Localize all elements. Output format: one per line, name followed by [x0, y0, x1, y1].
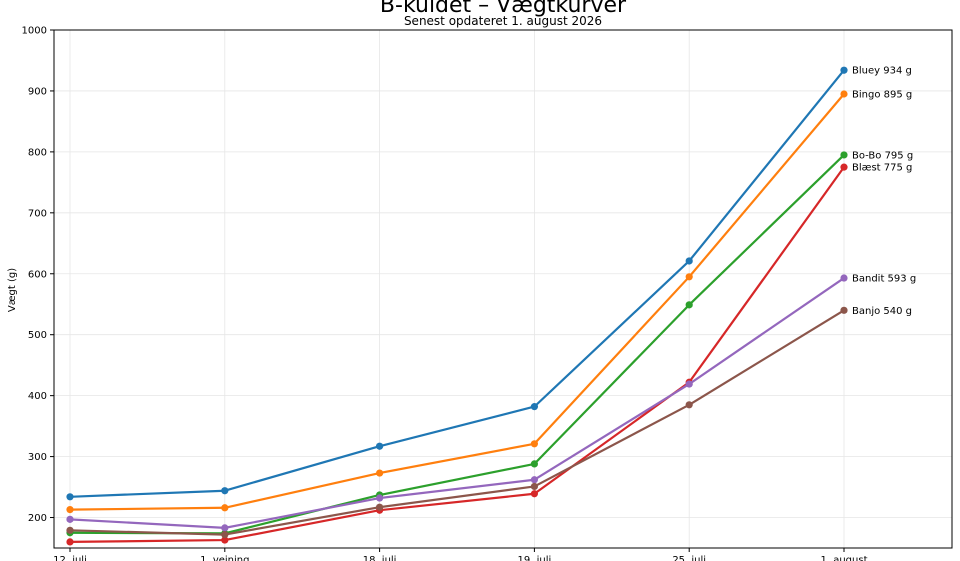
x-tick-label: 18. juli	[363, 555, 397, 561]
y-tick-label: 700	[28, 208, 47, 219]
data-point-banjo	[840, 306, 848, 314]
data-point-bandit	[685, 380, 693, 388]
data-point-bingo	[376, 469, 384, 477]
y-tick-label: 400	[28, 391, 47, 402]
chart-subtitle: Senest opdateret 1. august 2026	[404, 14, 602, 28]
data-point-banjo	[530, 482, 539, 491]
series-line-bluey	[69, 69, 845, 498]
data-point-bluey	[530, 403, 539, 411]
y-tick-label: 900	[28, 86, 47, 97]
data-point-bo-bo	[685, 301, 693, 309]
y-tick-label: 500	[28, 330, 47, 341]
y-tick-label: 300	[28, 452, 47, 463]
series-line-banjo	[69, 309, 845, 536]
data-point-bingo	[685, 273, 693, 281]
y-tick-label: 1000	[22, 26, 47, 37]
data-point-bluey	[221, 487, 229, 495]
data-point-banjo	[376, 503, 384, 511]
data-point-bingo	[840, 90, 848, 98]
data-point-bo-bo	[840, 151, 848, 159]
data-point-bluey	[685, 257, 693, 265]
data-point-banjo	[221, 530, 229, 539]
end-label-bingo: Bingo 895 g	[852, 89, 912, 100]
end-label-banjo: Banjo 540 g	[852, 306, 912, 317]
data-point-banjo	[66, 526, 74, 534]
x-tick-label: 19. juli	[518, 555, 552, 561]
y-axis-label: Vægt (g)	[7, 268, 18, 312]
plot-frame	[53, 29, 953, 549]
data-point-bluey	[376, 442, 384, 450]
series-line-bandit	[69, 277, 845, 529]
data-point-bandit	[221, 524, 229, 532]
x-tick-label: 1. vejning	[200, 555, 249, 561]
data-point-bo-bo	[530, 460, 539, 468]
data-point-bingo	[66, 506, 74, 514]
data-point-bandit	[840, 274, 848, 282]
y-tick-label: 800	[28, 147, 47, 158]
end-label-blæst: Blæst 775 g	[852, 163, 912, 174]
series-layer	[66, 66, 848, 546]
data-point-bluey	[66, 493, 74, 501]
series-line-bingo	[69, 93, 845, 511]
data-point-blæst	[66, 538, 74, 546]
end-label-bluey: Bluey 934 g	[852, 66, 912, 77]
x-tick-label: 1. august	[820, 555, 867, 561]
data-point-banjo	[685, 401, 693, 409]
data-point-bluey	[840, 66, 848, 74]
end-label-bo-bo: Bo-Bo 795 g	[852, 150, 913, 161]
data-point-blæst	[221, 536, 229, 544]
data-point-blæst	[840, 163, 848, 171]
x-tick-label: 12. juli	[53, 555, 87, 561]
y-tick-label: 600	[28, 269, 47, 280]
axes-layer: 200 300 400 500 600 700 800 900 1000 12. juli 1. v…	[22, 26, 953, 561]
data-point-bandit	[376, 494, 384, 502]
series-line-blæst	[69, 166, 845, 544]
end-label-bandit: Bandit 593 g	[852, 274, 916, 285]
data-point-bingo	[221, 504, 229, 512]
x-tick-label: 25. juli	[672, 555, 706, 561]
chart-title: B-kuldet – Vægtkurver	[380, 0, 627, 18]
data-point-bandit	[66, 515, 74, 523]
y-tick-label: 200	[28, 513, 47, 524]
end-labels-layer: Bluey 934 g Bingo 895 g Bo-Bo 795 g Blæst 7…	[852, 66, 916, 317]
data-point-blæst	[530, 490, 539, 498]
data-point-bandit	[530, 476, 539, 484]
data-point-bingo	[530, 440, 539, 448]
